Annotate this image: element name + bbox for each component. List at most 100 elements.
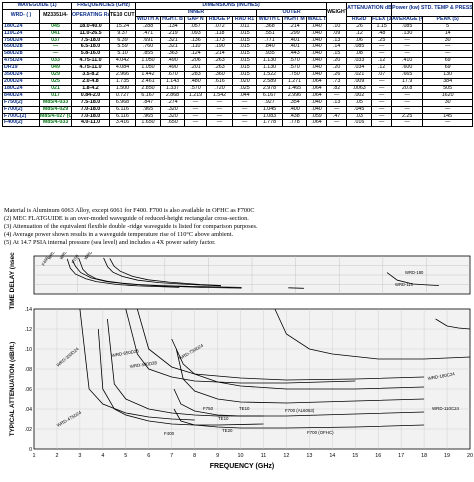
cell-m: .214	[282, 22, 308, 31]
footnote: (2) MEC FLATGUIDE is an over-moded waveg…	[4, 214, 249, 222]
cell-flex: —	[371, 91, 393, 100]
cell-range: 7.5-18.0	[71, 98, 111, 107]
cell-peak: 505	[422, 84, 474, 93]
peak-header: PEAK (5)	[422, 15, 474, 24]
cell-n: .480	[184, 77, 208, 86]
cell-mil: 045	[38, 22, 73, 31]
cell-mil: 025	[38, 77, 73, 86]
cell-l: .551	[256, 29, 284, 38]
cell-l: 2.589	[256, 77, 284, 86]
cell-mil: —	[38, 50, 73, 59]
cell-wt: .13	[326, 98, 348, 107]
cell-flex: .25	[371, 36, 393, 45]
table-row: 110C24 041 11.0-26.5 9.37.471.219.093.118.0…	[2, 29, 474, 38]
attenuation-header: ATTENUATION dB/ft. MAX	[346, 2, 393, 17]
cell-r1: .015	[232, 43, 258, 52]
attenuation-series-line	[274, 308, 471, 360]
cell-p: —	[206, 119, 234, 128]
x-tick-label: 20	[467, 453, 473, 459]
cell-p: 1.542	[206, 91, 234, 100]
cell-te10: 2.966	[109, 71, 137, 79]
cell-a: .847	[135, 98, 162, 107]
cell-te10: 0.727	[109, 91, 137, 100]
cell-b: .320	[160, 105, 186, 114]
cell-te10: 3.416	[109, 119, 137, 128]
cell-a: 2.461	[135, 77, 162, 86]
x-tick-label: 2	[55, 453, 58, 459]
cell-wrd: DR19	[2, 64, 40, 73]
delay-series-line	[66, 258, 180, 288]
cell-m: 1.465	[282, 84, 308, 93]
cell-p: .263	[206, 57, 234, 66]
cell-l: 1.778	[256, 119, 284, 128]
cell-wt: .47	[326, 112, 348, 121]
cell-te10: 5.59	[109, 43, 137, 52]
cell-avg: —	[391, 105, 424, 114]
attenuation-series-line	[173, 408, 425, 429]
attenuation-series-line	[171, 338, 425, 390]
cell-wrd: 200D24	[2, 77, 40, 86]
cell-r1: .015	[232, 57, 258, 66]
cell-rigid: .034	[346, 64, 373, 73]
cell-wt: .26	[326, 71, 348, 79]
cell-wt: —	[326, 105, 348, 114]
table-row: 840D24 017 0.84-2.0 0.727 6.167 2.868 1.219 1.5…	[2, 91, 474, 100]
cell-m: .778	[282, 119, 308, 128]
cell-p: .190	[206, 43, 234, 52]
cell-rigid: .085	[346, 43, 373, 52]
footnote: Material is Aluminum 6063 Alloy, except …	[4, 207, 255, 214]
footnotes: Material is Aluminum 6063 Alloy, except …	[4, 207, 470, 247]
cell-n: —	[184, 119, 208, 128]
attenuation-curve-label: WRD-650D28	[111, 348, 139, 358]
cell-b: 2.868	[160, 91, 186, 100]
wrd-header: WRD- ( )	[2, 8, 40, 24]
cell-m: .443	[282, 50, 308, 59]
time-delay-curve-label: F750	[71, 253, 80, 264]
cell-t: .040	[306, 71, 328, 79]
cell-te10: 4.042	[109, 57, 137, 66]
cell-l: 1.130	[256, 57, 284, 66]
cell-t: .040	[306, 57, 328, 66]
cell-l: 2.978	[256, 84, 284, 93]
table-row: DR19 049 4.75-11.0 4.084 1.050.490.201.263.0…	[2, 64, 474, 73]
cell-t: .059	[306, 112, 328, 121]
cell-n: .206	[184, 57, 208, 66]
cell-a: .691	[135, 36, 162, 45]
cell-m: .401	[282, 36, 308, 45]
cell-wrd: 580D28	[2, 50, 40, 59]
cell-a: 1.050	[135, 57, 162, 66]
cell-range: 4.0-11.0	[71, 119, 111, 128]
cell-peak: —	[422, 105, 474, 114]
cell-p: .360	[206, 71, 234, 79]
ridge-p-header: RIDGE P	[206, 15, 234, 24]
width-a-header: WIDTH A	[135, 15, 162, 24]
x-tick-label: 12	[283, 453, 289, 459]
cell-avg: —	[391, 50, 424, 59]
cell-mil: 049	[38, 64, 73, 73]
time-delay-curve-label: WRD-180	[405, 270, 424, 275]
cell-flex: .48	[371, 29, 393, 38]
cell-t: .064	[306, 84, 328, 93]
y-tick-label: .04	[25, 407, 32, 413]
cell-wrd: 180C24	[2, 84, 40, 93]
height-b-header: HGHT. B	[160, 15, 186, 24]
cell-avg: —	[391, 119, 424, 128]
cell-flex: .07	[371, 71, 393, 79]
cell-wt: .14	[326, 43, 348, 52]
footnote: (3) Attenuation of the equivalent flexib…	[4, 222, 258, 230]
cell-avg: 20.8	[391, 84, 424, 93]
table-row: 180C24 045 18.0-40.0 15.24.288.134.057.072.…	[2, 22, 474, 31]
attenuation-curve-label: WRD-580D28	[129, 360, 157, 369]
table-row: 750D24 037 7.5-18.0 6.39.691.321.136.173.01…	[2, 36, 474, 45]
cell-flex: 1.15	[371, 22, 393, 31]
delay-series-line	[288, 287, 304, 289]
cell-peak: 384	[422, 77, 474, 86]
cell-avg: —	[391, 91, 424, 100]
table-row: F700C(2)M85/4-027 (OFHC)7.0-18.06.116.96…	[2, 112, 474, 121]
cell-te10: 6.39	[109, 36, 137, 45]
cell-avg: 2.25	[391, 112, 424, 121]
waveguide-spec-table: WAVEGUIDE (1) FREQUENCIES (GHz) DIMENSIO…	[1, 2, 474, 128]
table-row: 650D28—6.5-18.0 5.59.760.321.110.190.015.…	[2, 43, 474, 52]
y-tick-label: .08	[25, 367, 32, 373]
cell-avg: —	[391, 36, 424, 45]
